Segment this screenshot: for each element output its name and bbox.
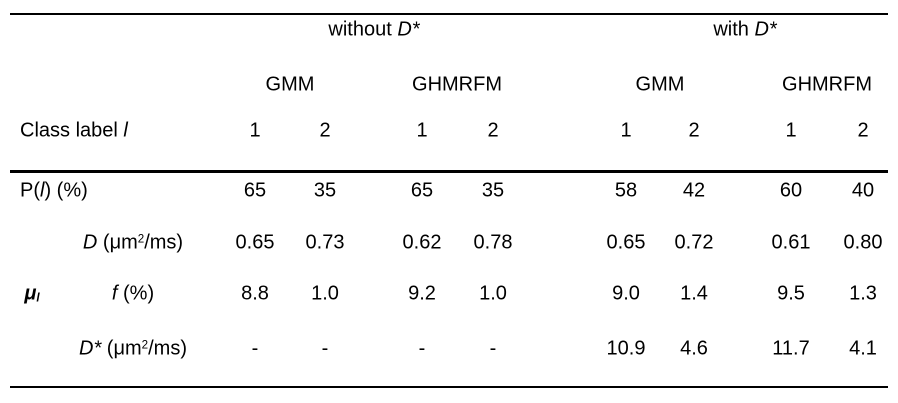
table-rule-top [10,13,888,15]
value-cell: 0.61 [771,231,811,254]
dstar-row-label: D* (μm2/ms) [79,338,187,361]
model-header-ghmrfm-2: GHMRFM [782,73,872,96]
class-label-row-label: Class label l [20,120,128,143]
value-cell: 10.9 [606,337,646,360]
p-row-label: P(l) (%) [20,180,88,203]
class-label-cell: 1 [620,119,632,142]
d-row-label: D (μm2/ms) [83,232,183,255]
class-label-cell: 1 [249,119,261,142]
dstar-symbol: D* [397,18,420,41]
value-cell: 9.5 [777,282,805,305]
model-header-gmm-2: GMM [635,73,685,96]
group-header-text: without [328,18,398,41]
value-cell: 0.62 [402,231,442,254]
value-cell: 9.0 [612,282,640,305]
dstar-label-superscript: 2 [141,338,149,352]
mu-glyph: μ [24,282,37,305]
f-row-label: f (%) [112,283,154,306]
model-header-gmm-1: GMM [265,73,315,96]
f-label-unit: (%) [117,282,155,305]
value-cell: 0.65 [235,231,275,254]
group-header-without-dstar: without D* [328,19,419,42]
table-rule-bottom [10,386,888,388]
value-cell: 0.73 [305,231,345,254]
value-cell: 35 [313,179,337,202]
class-label-cell: 1 [785,119,797,142]
dstar-symbol: D* [754,18,777,41]
value-cell: - [489,337,497,360]
value-cell: - [321,337,329,360]
value-cell: 65 [410,179,434,202]
class-label-cell: 1 [416,119,428,142]
value-cell: 35 [481,179,505,202]
group-header-with-dstar: with D* [713,19,776,42]
class-label-cell: 2 [319,119,331,142]
mu-subscript-l: l [36,291,40,305]
class-label-cell: 2 [857,119,869,142]
p-label-l-symbol: l [40,179,45,202]
value-cell: - [418,337,426,360]
class-label-text: Class label [20,119,124,142]
d-symbol: D [82,231,98,254]
value-cell: 9.2 [408,282,436,305]
value-cell: 4.1 [849,337,877,360]
p-label-unit: ) (%) [44,179,88,202]
table-rule-middle [10,170,888,173]
f-symbol: f [111,282,118,305]
class-label-cell: 2 [487,119,499,142]
value-cell: 42 [682,179,706,202]
class-label-cell: 2 [688,119,700,142]
p-label-text: P( [20,179,40,202]
value-cell: 1.0 [479,282,507,305]
value-cell: 0.80 [843,231,883,254]
value-cell: 0.72 [674,231,714,254]
dstar-label-unit-end: /ms) [148,337,187,360]
value-cell: - [251,337,259,360]
d-label-unit: (μm [97,231,138,254]
dstar-symbol: D* [79,337,102,360]
value-cell: 65 [243,179,267,202]
value-cell: 58 [614,179,638,202]
group-header-text: with [713,18,755,41]
class-label-l-symbol: l [123,119,128,142]
dstar-label-unit: (μm [101,337,142,360]
value-cell: 40 [851,179,875,202]
value-cell: 60 [779,179,803,202]
d-label-superscript: 2 [137,232,145,246]
value-cell: 8.8 [241,282,269,305]
model-header-ghmrfm-1: GHMRFM [412,73,502,96]
value-cell: 1.3 [849,282,877,305]
value-cell: 1.4 [680,282,708,305]
value-cell: 4.6 [680,337,708,360]
value-cell: 0.65 [606,231,646,254]
mu-symbol: μl [24,283,39,306]
d-label-unit-end: /ms) [144,231,184,254]
value-cell: 0.78 [473,231,513,254]
value-cell: 1.0 [311,282,339,305]
value-cell: 11.7 [772,337,810,360]
